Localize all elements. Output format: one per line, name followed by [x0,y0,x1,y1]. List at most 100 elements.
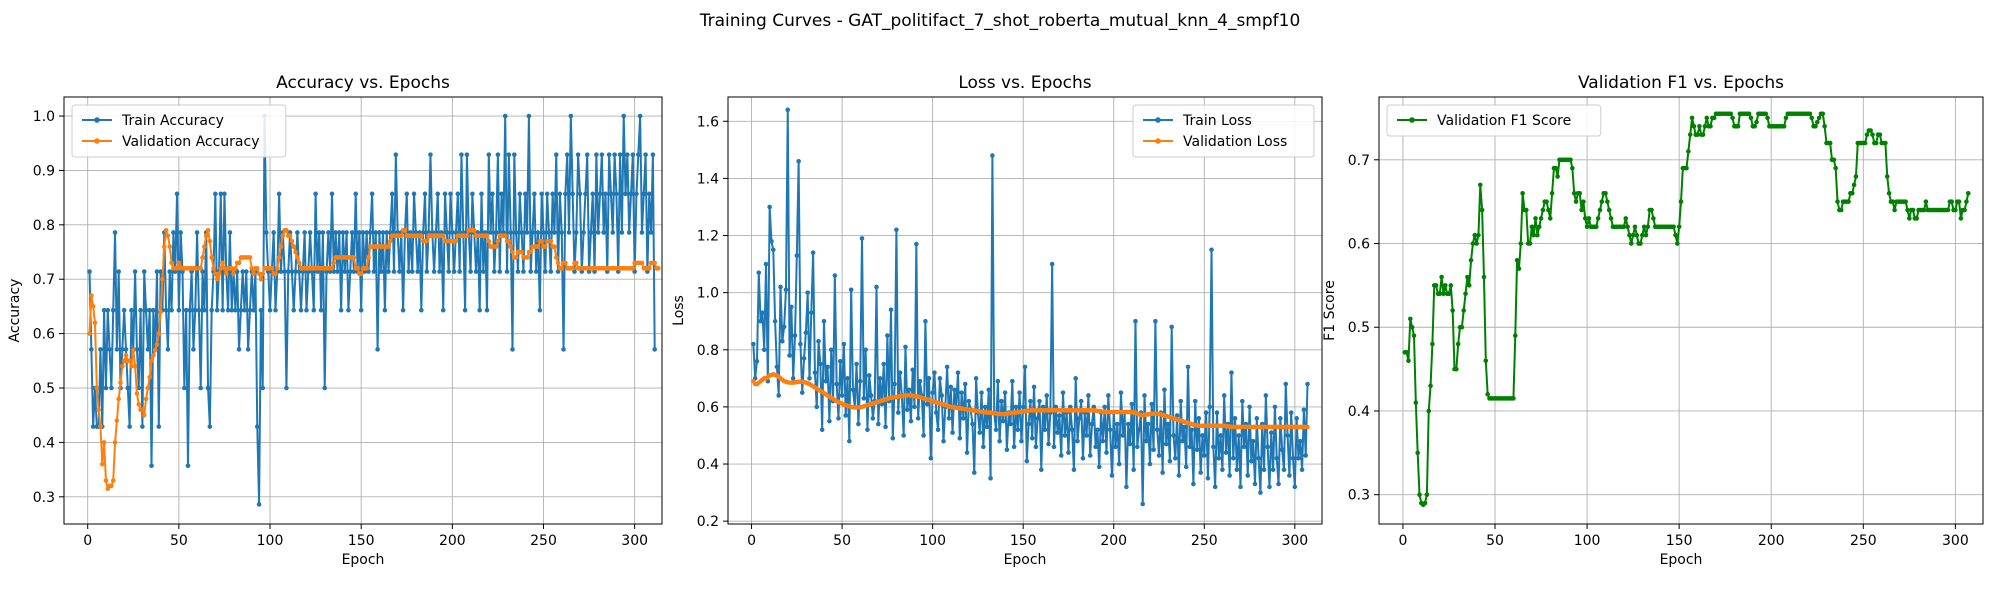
data-point [1820,111,1826,117]
data-point [648,230,654,235]
data-point [995,378,1001,384]
data-point [1026,421,1031,427]
data-point [198,266,204,271]
data-point [1029,436,1035,441]
data-point [610,230,616,235]
data-point [617,152,623,157]
x-tick-label: 300 [1281,533,1308,549]
data-point [1586,216,1592,221]
data-point [422,191,428,197]
data-point [1066,450,1071,455]
data-point [603,191,608,197]
data-point [1415,450,1420,456]
data-point [625,152,630,157]
plot-frame [1378,96,1984,525]
data-point [1809,115,1815,121]
data-point [1428,383,1433,389]
data-point [839,393,845,398]
data-point [450,230,455,235]
data-point [1748,115,1754,121]
data-point [577,191,583,197]
data-point [519,249,524,255]
data-point [1735,124,1741,129]
data-point [803,330,809,335]
data-point [440,307,446,313]
data-point [623,191,628,197]
data-point [1649,207,1654,213]
data-point [787,353,792,358]
x-tick-label: 200 [1100,533,1127,549]
data-point [307,230,313,235]
data-point [1017,390,1022,395]
data-point [1196,416,1202,421]
data-point [1520,190,1525,196]
data-point [930,390,935,395]
data-point [1107,427,1113,433]
data-point [202,307,207,313]
data-point [101,440,107,445]
data-point [1408,316,1413,322]
data-point [1623,216,1629,221]
data-point [276,191,282,197]
data-point [353,191,359,197]
data-point [1182,424,1187,430]
data-point [240,269,245,274]
data-point [1886,190,1892,196]
data-point [563,260,568,266]
data-point [194,230,200,235]
y-axis-label: Accuracy [7,279,23,343]
data-point [1267,484,1272,490]
data-point [1011,444,1017,450]
y-axis-label: F1 Score [1322,280,1338,341]
data-point [1089,421,1095,427]
data-point [1547,216,1553,221]
legend-marker [94,138,100,144]
data-point [360,230,366,235]
data-point [1276,481,1281,487]
data-point [1448,283,1454,288]
data-point [120,363,125,369]
data-point [1413,400,1419,405]
data-point [564,152,570,157]
data-point [1187,444,1193,450]
y-tick-label: 0.4 [697,457,719,473]
data-point [236,347,242,352]
data-point [1527,241,1533,246]
data-point [1303,453,1308,458]
data-point [129,363,134,369]
data-point [1921,207,1927,213]
data-point [512,152,517,157]
data-point [1283,381,1289,387]
data-point [1673,232,1678,238]
y-tick-label: 0.7 [33,272,55,288]
data-point [419,307,424,313]
data-point [1883,140,1888,146]
data-point [903,344,908,350]
data-point [888,307,894,313]
data-point [1104,450,1109,455]
data-point [964,450,970,455]
data-point [256,271,262,277]
data-point [1853,174,1859,179]
data-point [606,152,612,157]
data-point [1437,291,1443,297]
legend-marker [1155,117,1161,123]
data-point [371,269,377,274]
data-point [508,230,513,235]
data-point [508,244,513,249]
data-point [488,230,493,235]
data-point [147,307,152,313]
data-point [805,290,810,295]
data-point [1838,207,1844,213]
data-point [1538,216,1544,221]
data-point [1765,115,1770,121]
data-point [574,260,579,266]
data-point [1417,492,1422,498]
data-point [160,276,165,282]
data-point [772,318,778,324]
legend-marker [1409,117,1415,123]
data-point [1120,433,1126,438]
data-point [464,152,470,157]
data-point [1781,124,1787,129]
data-point [143,396,149,402]
